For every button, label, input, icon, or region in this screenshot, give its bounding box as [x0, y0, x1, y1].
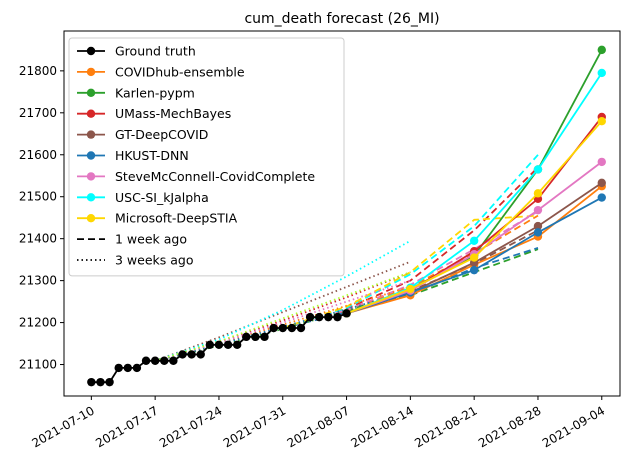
- ground-truth-point: [132, 363, 142, 373]
- plot-frame: [63, 30, 621, 397]
- legend-marker-gt-deepcovid: [86, 130, 96, 139]
- ground-truth-point: [223, 340, 233, 350]
- ground-truth-point: [187, 350, 196, 359]
- ground-truth-point: [196, 350, 205, 359]
- y-tick-label: 21400: [19, 232, 57, 246]
- legend-label-gt-deepcovid: GT-DeepCOVID: [115, 127, 208, 142]
- plot-area: [87, 45, 606, 387]
- x-tick-label: 2021-08-21: [412, 403, 479, 450]
- series-point-microsoft-deepstia: [533, 189, 543, 198]
- ground-truth-point: [150, 356, 160, 365]
- series-point-hkust-dnn: [469, 265, 479, 275]
- older-forecast-line-dashed-7: [282, 214, 539, 329]
- ground-truth-point: [169, 356, 178, 365]
- y-tick-label: 21600: [19, 148, 57, 162]
- ground-truth-point: [87, 377, 96, 387]
- ground-truth-point: [114, 363, 123, 373]
- older-forecast-line-dotted-8: [154, 286, 411, 362]
- legend-marker-karlen-pypm: [86, 88, 96, 98]
- series-point-usc-si-kjalpha: [533, 165, 543, 174]
- series-point-gt-deepcovid: [533, 221, 543, 231]
- series-point-gt-deepcovid: [597, 178, 606, 188]
- legend-marker-umass-mechbayes: [86, 109, 96, 118]
- ground-truth-point: [278, 323, 287, 333]
- series-point-usc-si-kjalpha: [597, 68, 606, 78]
- series-point-microsoft-deepstia: [597, 117, 606, 126]
- series-point-karlen-pypm: [597, 45, 606, 55]
- x-tick-label: 2021-07-17: [93, 403, 160, 450]
- legend-marker-microsoft-deepstia: [86, 214, 96, 223]
- legend-marker-covidhub-ensemble: [86, 67, 96, 77]
- series-line-usc-si-kjalpha: [346, 72, 603, 315]
- series-point-microsoft-deepstia: [406, 284, 415, 294]
- ground-truth-point: [260, 332, 269, 342]
- legend-marker-ground-truth: [86, 46, 96, 56]
- y-tick-label: 21500: [19, 190, 57, 204]
- x-tick-label: 2021-08-14: [348, 403, 415, 450]
- series-point-usc-si-kjalpha: [469, 236, 479, 245]
- series-point-hkust-dnn: [533, 228, 543, 237]
- ground-truth-point: [333, 312, 342, 322]
- ground-truth-point: [251, 332, 260, 342]
- chart-title: cum_death forecast (26_MI): [244, 11, 439, 27]
- ground-truth-point: [287, 323, 297, 333]
- legend-label-3-weeks-ago: 3 weeks ago: [115, 253, 194, 268]
- older-forecast-line-dotted-15: [154, 271, 411, 362]
- y-tick-label: 21300: [19, 274, 57, 288]
- legend-label-stevemcconnell-covidcomplete: SteveMcConnell-CovidComplete: [115, 169, 315, 184]
- legend-marker-hkust-dnn: [86, 151, 96, 160]
- legend-box: [68, 37, 345, 277]
- series-point-hkust-dnn: [597, 193, 606, 202]
- y-tick-label: 21700: [19, 106, 57, 120]
- legend-label-ground-truth: Ground truth: [115, 44, 196, 59]
- older-forecast-line-dotted-14: [154, 240, 411, 362]
- ground-truth-point: [123, 363, 133, 373]
- legend-label-usc-si-kjalpha: USC-SI_kJalpha: [115, 190, 209, 205]
- y-tick-label: 21800: [19, 64, 57, 78]
- ground-truth-point: [141, 356, 151, 365]
- legend-label-1-week-ago: 1 week ago: [115, 232, 187, 247]
- series-line-umass-mechbayes: [346, 116, 603, 315]
- y-tick-label: 21100: [19, 358, 57, 372]
- ground-truth-point: [178, 350, 187, 359]
- ground-truth-point: [342, 309, 351, 318]
- legend-label-microsoft-deepstia: Microsoft-DeepSTIA: [115, 211, 238, 226]
- legend-marker-stevemcconnell-covidcomplete: [86, 172, 96, 181]
- x-tick-label: 2021-07-31: [221, 403, 288, 450]
- ground-truth-point: [305, 312, 315, 322]
- ground-truth-point: [205, 340, 215, 350]
- ground-truth-point: [242, 332, 251, 342]
- older-forecast-line-dotted-13: [154, 279, 411, 362]
- x-tick-label: 2021-08-07: [285, 403, 352, 450]
- ground-truth-point: [324, 312, 333, 322]
- series-point-stevemcconnell-covidcomplete: [597, 157, 606, 167]
- ground-truth-point: [296, 323, 306, 333]
- legend-label-umass-mechbayes: UMass-MechBayes: [115, 106, 231, 121]
- legend-label-hkust-dnn: HKUST-DNN: [115, 148, 189, 163]
- legend-label-karlen-pypm: Karlen-pypm: [115, 85, 195, 100]
- x-tick-label: 2021-07-24: [157, 403, 224, 450]
- older-forecast-line-dotted-11: [154, 260, 411, 362]
- ground-truth-point: [105, 377, 114, 387]
- ground-truth-point: [315, 312, 324, 322]
- ground-truth-point: [160, 356, 169, 365]
- series-point-microsoft-deepstia: [469, 253, 479, 262]
- ground-truth-point: [269, 323, 278, 333]
- x-tick-label: 2021-09-04: [540, 403, 607, 450]
- series-point-stevemcconnell-covidcomplete: [533, 205, 543, 215]
- x-tick-label: 2021-08-28: [476, 403, 543, 450]
- x-tick-label: 2021-07-10: [29, 403, 96, 450]
- ground-truth-point: [214, 340, 224, 350]
- y-tick-label: 21200: [19, 316, 57, 330]
- ground-truth-point: [232, 340, 242, 350]
- legend-marker-usc-si-kjalpha: [86, 193, 96, 202]
- legend-label-covidhub-ensemble: COVIDhub-ensemble: [115, 64, 245, 79]
- ground-truth-point: [96, 377, 105, 387]
